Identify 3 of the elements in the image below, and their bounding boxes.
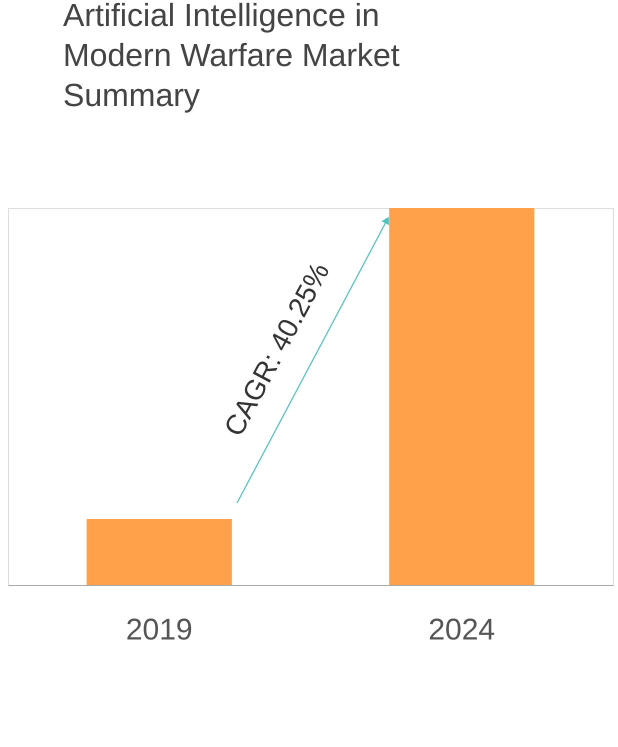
chart-title: Artificial Intelligence in Modern Warfare Market Summary (63, 0, 400, 113)
x-tick-label: 2019 (126, 614, 193, 646)
x-tick-label: 2024 (428, 614, 496, 646)
